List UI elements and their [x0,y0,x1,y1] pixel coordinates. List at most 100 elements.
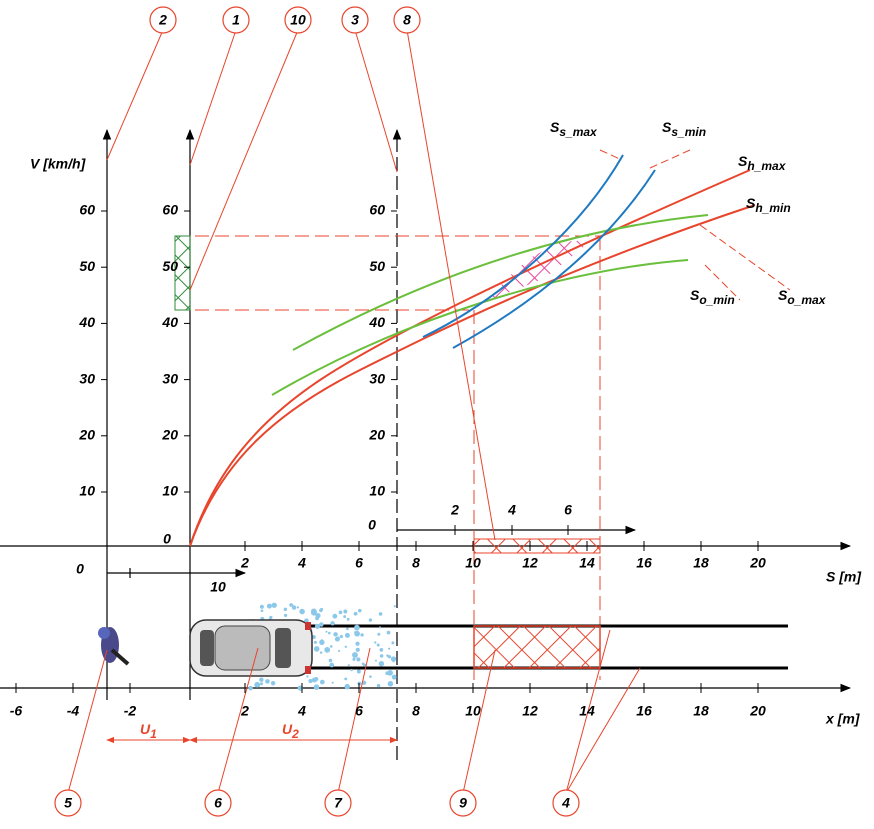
x-tick-label: 12 [522,703,538,719]
spray-dot [357,608,362,613]
spray-dot [391,674,397,680]
callout-circle [204,789,232,817]
spray-dot [337,649,341,653]
spray-dot [310,608,317,615]
callout-number: 6 [214,795,222,811]
spray-dot [388,647,391,650]
callout-circle [149,6,177,34]
s-tick-label: 4 [297,555,306,571]
x-tick-label: 6 [355,703,363,719]
x-tick-label: 20 [749,703,766,719]
curve-label: Sh_min [746,195,791,215]
spray-dot [291,605,297,610]
curve-label-sub: o_min [699,293,734,307]
overlap-hatch [490,240,592,300]
spray-dot [313,646,320,652]
spray-dot [386,630,391,635]
spray-dot [362,680,367,685]
dimension-label-sub: 2 [291,727,299,741]
v-tick-label: 30 [79,370,95,386]
spray-dot [344,683,350,690]
spray-dot [352,657,356,661]
spray-dot [392,659,395,663]
spray-dot [329,645,333,648]
spray-dot [319,622,324,627]
v-tick-label: 40 [78,314,95,330]
v-tick-label: 30 [369,370,385,386]
spray-dot [265,679,270,684]
s-tick-label: 2 [240,555,249,571]
x-tick-label: -2 [124,703,137,719]
spray-dot [378,626,382,629]
x-tick-label: -6 [10,703,23,719]
spray-dot [306,675,309,678]
curve-label: So_min [690,287,735,307]
x-axis-label: x [m] [825,711,861,727]
spray-dot [361,662,365,666]
v-tick-label: 60 [162,202,178,218]
callout-circle [222,6,250,34]
callout-number: 2 [158,12,167,28]
callout-number: 8 [403,12,411,28]
x-tick-label: 16 [636,703,652,719]
v-tick-label: 50 [79,258,95,274]
spray-dot [350,668,353,672]
spray-dot [390,656,397,662]
x-tick-label: 2 [240,703,249,719]
callout-number: 1 [232,12,240,28]
curve-label-sub: o_max [787,293,826,307]
spray-dot [266,603,272,609]
small-tick-label: 4 [507,502,516,518]
spray-dot [296,606,300,609]
v-zero: 0 [368,517,376,533]
spray-dot [315,677,318,680]
s-tick-label: 8 [412,555,420,571]
s-tick-label: 18 [693,555,709,571]
dashed-guides [175,235,601,680]
v-tick-label: 50 [162,258,178,274]
spray-dot [271,602,277,608]
spray-dot [343,615,347,619]
spray-dot [328,658,333,663]
spray-dot [260,682,264,686]
spray-dot [254,681,261,688]
spray-dot [313,640,317,644]
spray-dot [360,633,364,637]
v-tick-label: 20 [78,427,95,443]
spray-dot [339,634,344,639]
spray-dot [332,613,338,619]
spray-dot [331,681,334,684]
spray-dot [356,669,361,674]
v-tick-label: 50 [369,258,385,274]
curve-label-main: S [662,119,672,135]
curve-label: Ss_min [662,119,706,139]
s-tick-label: 12 [522,555,538,571]
callout-number: 10 [290,12,306,28]
curve-label-main: S [690,287,700,303]
spray-dot [387,681,394,687]
spray-dot [355,647,360,652]
spray-dot [308,678,313,684]
spray-dot [353,624,360,631]
s-tick-label: 14 [579,555,595,571]
x-tick-label: 18 [693,703,709,719]
spray-dot [378,612,383,616]
spray-dot [355,641,360,646]
spray-dot [319,608,323,613]
v-tick-label: 10 [369,483,385,499]
dimension-label-sub: 1 [150,727,157,741]
s-tick-label: 10 [465,555,481,571]
x-tick-label: 4 [297,703,306,719]
spray-dot [270,680,276,686]
spray-dot [333,632,338,637]
dimension-label-main: U [140,721,151,737]
spray-dot [269,615,273,620]
spray-dot [356,657,361,662]
callout-number: 5 [64,795,72,811]
spray-dot [313,684,320,690]
curve-label-main: S [746,195,756,211]
callout-circle [393,6,421,34]
spray-dot [352,652,358,658]
spray-dot [344,677,348,681]
spray-dot [314,623,320,629]
